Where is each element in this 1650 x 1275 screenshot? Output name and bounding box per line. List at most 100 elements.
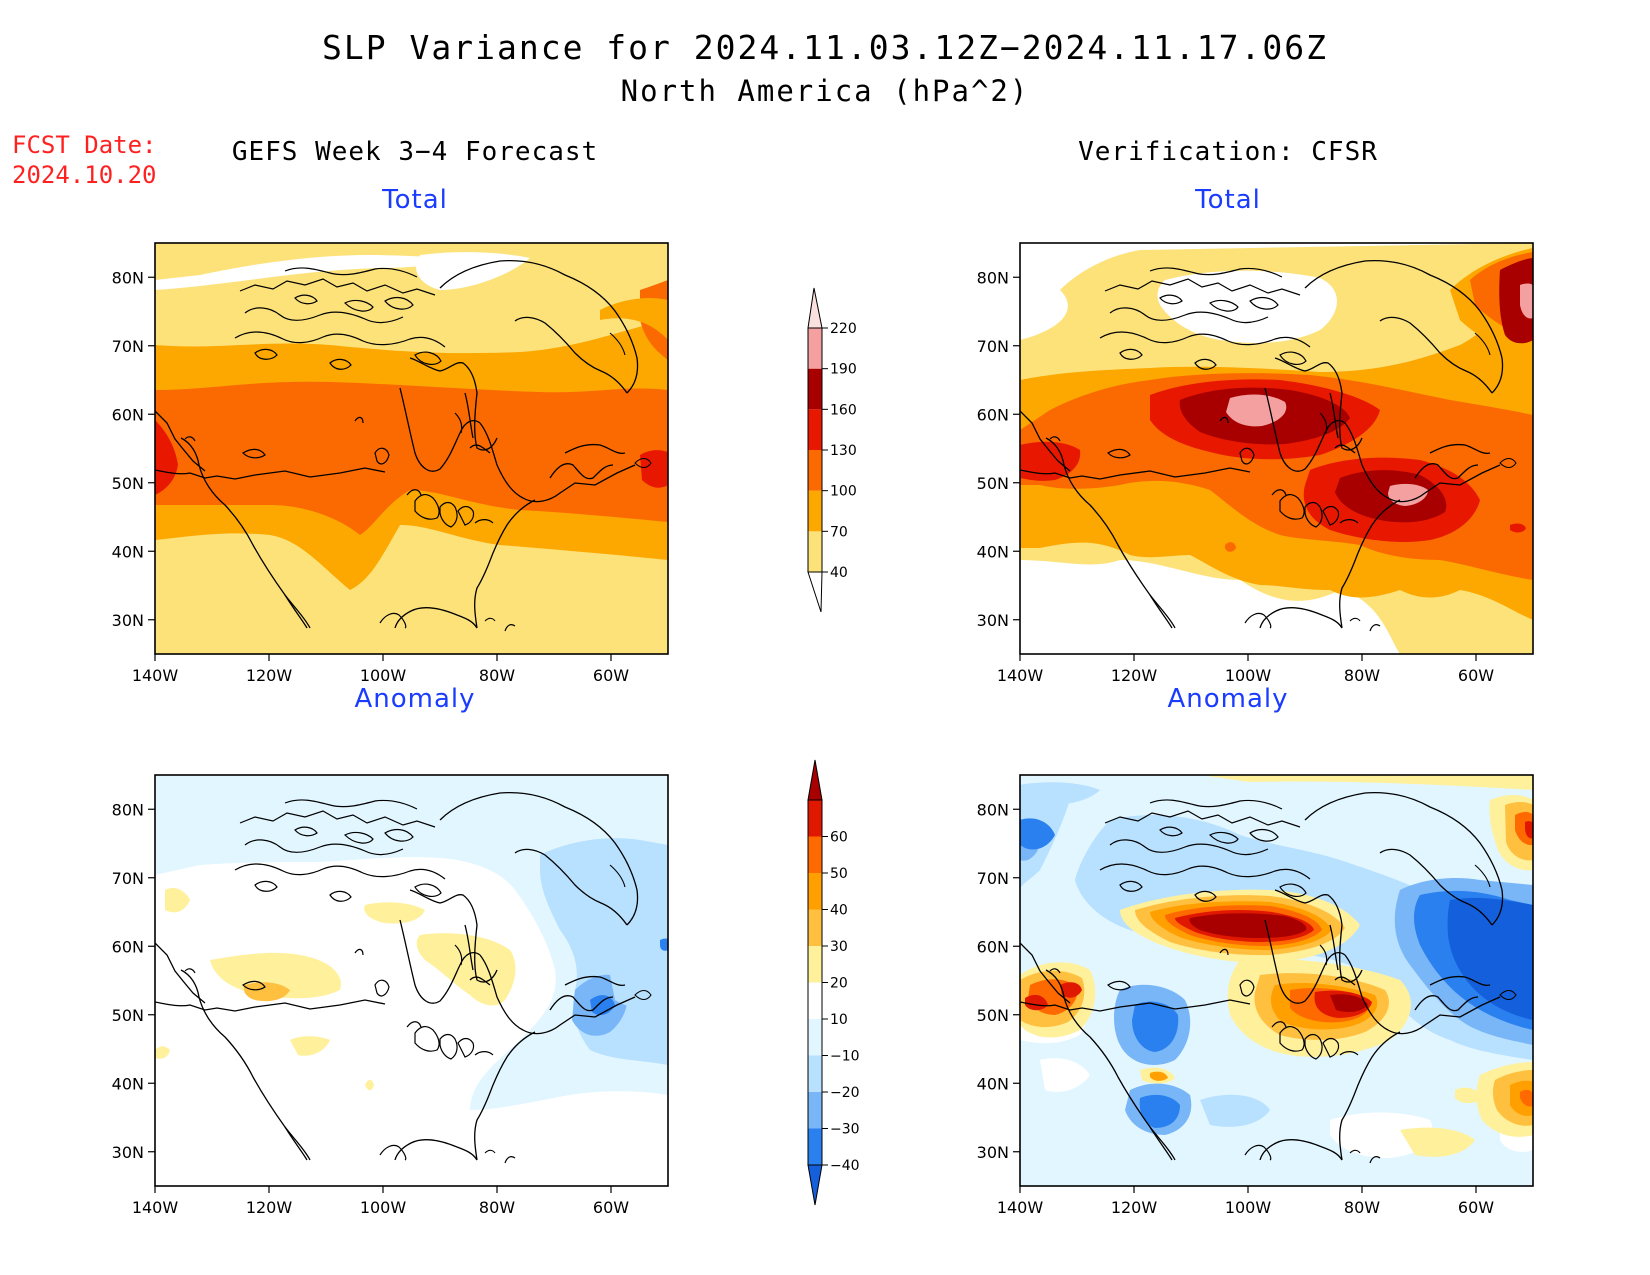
panel-title-verification-anomaly: Anomaly [1167, 684, 1289, 714]
colorbar-anomaly-segment [808, 836, 822, 873]
lat-tick-label: 60N [112, 405, 144, 424]
fcst-date: FCST Date: 2024.10.20 [12, 130, 157, 190]
fcst-date-value: 2024.10.20 [12, 161, 157, 189]
colorbar-anomaly-segment [808, 1019, 822, 1056]
figure-subtitle: North America (hPa^2) [620, 74, 1030, 108]
axes-layer: 140W 120W 100W 80W 60W 30N 40N 50N 60N 70N 80N 140W… [112, 268, 1495, 1217]
colorbar-total: 40 70 100 130 160 190 220 [807, 287, 857, 613]
lat-tick-label: 40N [977, 542, 1009, 561]
colorbar-total-label: 190 [830, 362, 857, 378]
lon-tick-label: 60W [593, 666, 629, 685]
lon-tick-label: 140W [132, 666, 179, 685]
lon-tick-label: 140W [997, 666, 1044, 685]
lon-tick-label: 60W [1458, 1198, 1494, 1217]
lon-tick-label: 80W [479, 1198, 515, 1217]
colorbar-total-label: 220 [830, 321, 857, 337]
lon-tick-label: 100W [1225, 666, 1272, 685]
colorbar-anomaly-segment [808, 800, 822, 837]
panel-title-forecast-total: Total [382, 185, 448, 215]
colorbar-anomaly-segment [808, 909, 822, 946]
colorbar-anomaly-segment [808, 1128, 822, 1165]
colorbar-anomaly-segment [808, 873, 822, 910]
colorbar-anomaly-label: 50 [830, 866, 848, 882]
colorbar-anomaly-segment [808, 1055, 822, 1092]
lat-tick-label: 70N [112, 869, 144, 888]
lon-tick-label: 80W [1344, 666, 1380, 685]
colorbar-total-segment [808, 328, 822, 369]
lon-tick-label: 100W [360, 1198, 407, 1217]
colorbar-total-upper-cap [807, 287, 823, 329]
lat-tick-label: 30N [112, 611, 144, 630]
lat-tick-label: 50N [112, 474, 144, 493]
lon-tick-label: 60W [593, 1198, 629, 1217]
colorbar-anomaly-lower-cap [807, 1164, 823, 1206]
colorbar-anomaly-label: 40 [830, 903, 848, 919]
colorbar-anomaly-label: 30 [830, 939, 848, 955]
column-head-verification: Verification: CFSR [1078, 137, 1378, 167]
colorbar-anomaly-label: 10 [830, 1012, 848, 1028]
fcst-date-label: FCST Date: [12, 131, 157, 159]
colorbar-total-segment [808, 368, 822, 410]
lat-tick-label: 80N [977, 800, 1009, 819]
lat-tick-label: 40N [112, 542, 144, 561]
lat-tick-label: 30N [977, 611, 1009, 630]
colorbar-total-segment [808, 409, 822, 450]
colorbar-total-segment [808, 490, 822, 532]
lon-tick-label: 120W [1111, 1198, 1158, 1217]
lon-tick-label: 140W [132, 1198, 179, 1217]
lat-tick-label: 30N [977, 1143, 1009, 1162]
colorbar-anomaly-label: 20 [830, 976, 848, 992]
colorbar-anomaly-segment [808, 1092, 822, 1129]
lat-tick-label: 60N [977, 937, 1009, 956]
colorbar-anomaly: −40 −30 −20 −10 10 20 30 40 50 60 [807, 759, 860, 1206]
lat-tick-label: 60N [112, 937, 144, 956]
lon-tick-label: 100W [360, 666, 407, 685]
column-head-forecast: GEFS Week 3−4 Forecast [231, 137, 599, 167]
map-verification-total [1019, 242, 1534, 655]
lon-tick-label: 80W [1344, 1198, 1380, 1217]
panel-title-forecast-anomaly: Anomaly [354, 684, 476, 714]
lat-tick-label: 70N [977, 869, 1009, 888]
colorbar-anomaly-segment [808, 946, 822, 983]
lat-tick-label: 50N [977, 1006, 1009, 1025]
map-verification-anomaly [1019, 774, 1534, 1187]
colorbar-total-segment [808, 531, 822, 572]
lat-tick-label: 80N [112, 268, 144, 287]
lat-tick-label: 40N [977, 1074, 1009, 1093]
lon-tick-label: 80W [479, 666, 515, 685]
lon-tick-label: 60W [1458, 666, 1494, 685]
panel-title-verification-total: Total [1195, 185, 1261, 215]
colorbar-total-label: 130 [830, 443, 857, 459]
lat-tick-label: 30N [112, 1143, 144, 1162]
colorbar-anomaly-label: −30 [830, 1122, 860, 1138]
colorbar-anomaly-label: −40 [830, 1158, 860, 1174]
colorbar-anomaly-upper-cap [807, 759, 823, 801]
colorbar-total-label: 100 [830, 484, 857, 500]
colorbar-anomaly-segment [808, 982, 822, 1019]
lat-tick-label: 70N [112, 337, 144, 356]
lon-tick-label: 140W [997, 1198, 1044, 1217]
figure-title: SLP Variance for 2024.11.03.12Z−2024.11.… [322, 28, 1328, 67]
colorbar-total-label: 70 [830, 524, 848, 540]
colorbar-total-label: 40 [830, 565, 848, 581]
lat-tick-label: 60N [977, 405, 1009, 424]
map-forecast-total [154, 242, 669, 655]
colorbar-total-segment [808, 450, 822, 491]
lat-tick-label: 80N [112, 800, 144, 819]
colorbar-total-label: 160 [830, 402, 857, 418]
map-forecast-anomaly [154, 774, 669, 1187]
lat-tick-label: 80N [977, 268, 1009, 287]
lon-tick-label: 120W [1111, 666, 1158, 685]
lon-tick-label: 100W [1225, 1198, 1272, 1217]
colorbar-anomaly-label: 60 [830, 830, 848, 846]
lat-tick-label: 40N [112, 1074, 144, 1093]
lon-tick-label: 120W [246, 1198, 293, 1217]
colorbar-anomaly-label: −20 [830, 1085, 860, 1101]
lon-tick-label: 120W [246, 666, 293, 685]
lat-tick-label: 50N [977, 474, 1009, 493]
lat-tick-label: 70N [977, 337, 1009, 356]
lat-tick-label: 50N [112, 1006, 144, 1025]
colorbar-anomaly-label: −10 [830, 1049, 860, 1065]
colorbar-total-lower-cap [807, 571, 823, 613]
